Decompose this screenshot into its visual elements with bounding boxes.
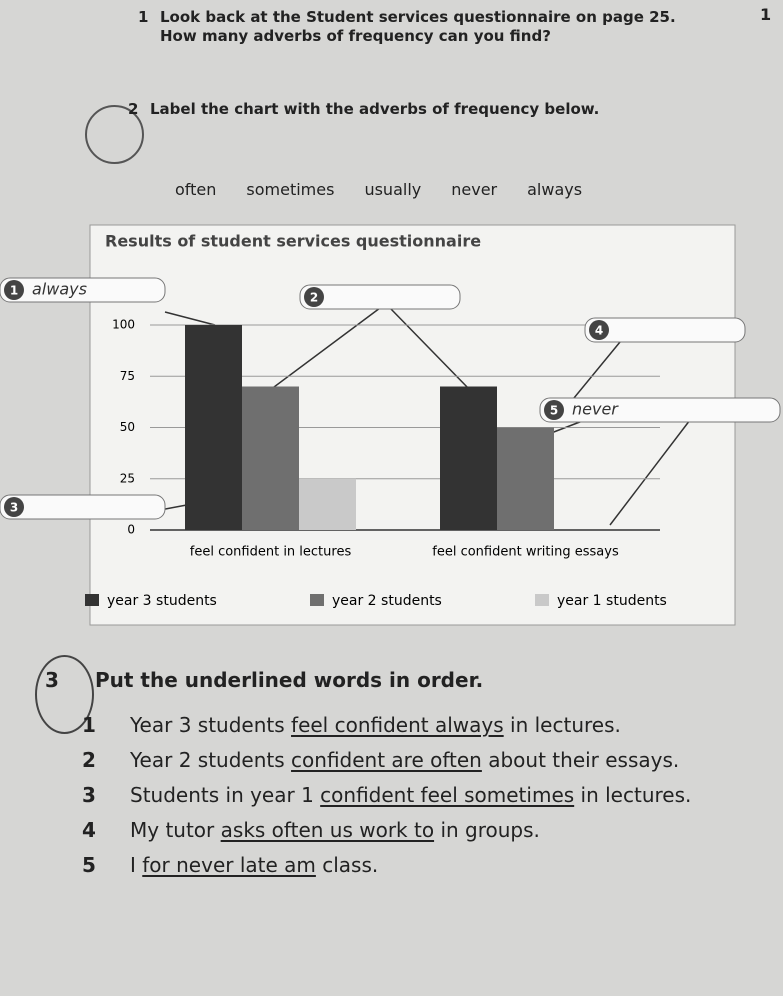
exercise-item: 5 I for never late am class.: [82, 852, 722, 879]
exercise-number: 1: [138, 8, 149, 26]
callout-answer: always: [32, 280, 87, 299]
word: never: [451, 180, 498, 199]
exercise-number: 3: [45, 668, 59, 692]
underlined-words: confident feel sometimes: [320, 783, 575, 807]
y-tick-label: 25: [120, 471, 135, 485]
callout-box: [0, 494, 166, 520]
exercise-title: Put the underlined words in order.: [95, 668, 484, 692]
legend-label: year 2 students: [332, 593, 442, 609]
legend-label: year 3 students: [107, 593, 217, 609]
callout-badge: [544, 400, 564, 420]
item-text: I: [130, 853, 136, 877]
word: usually: [364, 180, 422, 199]
callout: 4: [584, 317, 746, 343]
item-text: in lectures.: [580, 783, 692, 807]
word: sometimes: [246, 180, 335, 199]
callout: 1 always: [0, 277, 166, 303]
y-tick-label: 0: [127, 523, 135, 537]
item-number: 1: [82, 713, 96, 737]
item-number: 2: [82, 748, 96, 772]
callout-number: 2: [310, 291, 318, 305]
item-text: My tutor: [130, 818, 215, 842]
callout-badge: [589, 320, 609, 340]
item-text: in groups.: [440, 818, 540, 842]
legend-label: year 1 students: [557, 593, 667, 609]
exercise-3-items: 1 Year 3 students feel confident always i…: [82, 712, 722, 887]
circle-mark: [85, 105, 144, 164]
callout-number: 3: [10, 501, 18, 515]
exercise-item: 2 Year 2 students confident are often abo…: [82, 747, 722, 774]
item-text: Year 2 students: [130, 748, 285, 772]
bar: [497, 427, 554, 530]
callout-answer: never: [572, 400, 619, 419]
exercise-2: 2 Label the chart with the adverbs of fr…: [128, 100, 670, 119]
exercise-number: 2: [128, 100, 139, 118]
bar: [440, 386, 497, 530]
item-text: about their essays.: [488, 748, 680, 772]
callout: 3: [0, 494, 166, 520]
exercise-item: 4 My tutor asks often us work to in group…: [82, 817, 722, 844]
circle-mark: [35, 655, 94, 734]
exercise-text: Look back at the Student services questi…: [160, 8, 676, 45]
underlined-words: for never late am: [142, 853, 316, 877]
item-number: 3: [82, 783, 96, 807]
callout-number: 4: [595, 324, 603, 338]
callout: 2: [299, 284, 461, 310]
y-tick-label: 75: [120, 369, 135, 383]
callout-box: [299, 284, 461, 310]
word-bank: often sometimes usually never always: [175, 180, 612, 199]
exercise-1: 1 Look back at the Student services ques…: [138, 8, 680, 46]
callout: 5 never: [539, 397, 781, 423]
item-number: 4: [82, 818, 96, 842]
x-tick-label: feel confident in lectures: [190, 545, 352, 560]
callout-number: 1: [10, 284, 18, 298]
item-text: class.: [322, 853, 379, 877]
y-tick-label: 50: [120, 420, 135, 434]
word: always: [527, 180, 583, 199]
word: often: [175, 180, 217, 199]
legend-swatch: [310, 594, 324, 606]
item-text: in lectures.: [510, 713, 621, 737]
legend-swatch: [85, 594, 99, 606]
item-number: 5: [82, 853, 96, 877]
exercise-item: 3 Students in year 1 confident feel somet…: [82, 782, 722, 809]
callout-badge: [4, 280, 24, 300]
bar: [185, 325, 242, 530]
underlined-words: confident are often: [291, 748, 482, 772]
callout-badge: [4, 497, 24, 517]
item-text: Year 3 students: [130, 713, 285, 737]
legend-swatch: [535, 594, 549, 606]
callout-box: [0, 277, 166, 303]
callout-number: 5: [550, 404, 558, 418]
underlined-words: asks often us work to: [220, 818, 435, 842]
callout-box: [539, 397, 781, 423]
y-tick-label: 100: [112, 318, 135, 332]
callout-box: [584, 317, 746, 343]
exercise-text: Label the chart with the adverbs of freq…: [150, 100, 600, 118]
chart-title: Results of student services questionnair…: [105, 232, 481, 251]
item-text: Students in year 1: [130, 783, 314, 807]
x-tick-label: feel confident writing essays: [432, 545, 619, 560]
exercise-item: 1 Year 3 students feel confident always i…: [82, 712, 722, 739]
chart: Results of student services questionnair…: [0, 224, 781, 626]
underlined-words: feel confident always: [291, 713, 504, 737]
bar: [242, 386, 299, 530]
bar: [299, 478, 356, 530]
callout-badge: [304, 287, 324, 307]
page-number: 1: [760, 5, 772, 24]
